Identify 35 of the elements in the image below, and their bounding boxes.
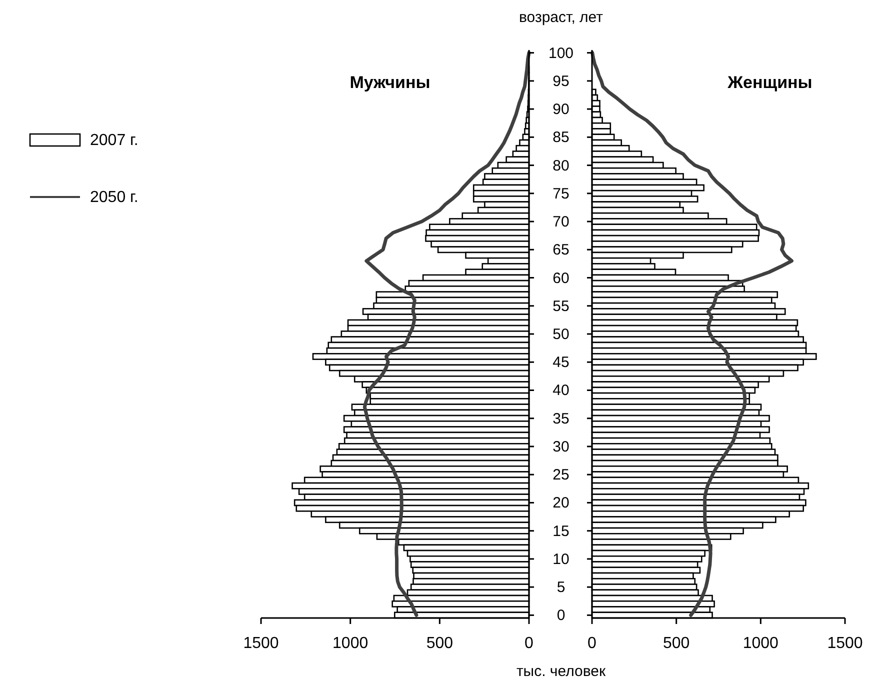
x-tick-label: 1000	[742, 635, 779, 652]
y-tick-label: 100	[548, 44, 574, 62]
y-tick-label: 15	[552, 522, 570, 540]
y-tick-label: 50	[552, 326, 570, 343]
y-axis-title: возраст, лет	[518, 9, 604, 26]
x-tick-label: 1500	[827, 635, 863, 652]
y-tick-label: 85	[552, 129, 570, 146]
text: Мужчины	[350, 73, 430, 92]
y-tick-label: 0	[556, 607, 566, 624]
x-tick-label: 0	[588, 635, 597, 652]
y-tick-label: 70	[552, 214, 570, 231]
x-axis-title: тыс. человек	[516, 663, 606, 680]
legend-label: 2050 г.	[90, 189, 138, 206]
y-tick-label: 90	[552, 101, 570, 118]
text: Женщины	[726, 73, 812, 92]
x-tick-label: 1000	[332, 635, 368, 652]
legend-label: 2007 г.	[90, 132, 138, 149]
y-tick-label: 40	[552, 382, 570, 400]
y-tick-label: 35	[552, 410, 570, 428]
y-tick-label: 10	[552, 550, 570, 568]
y-tick-label: 55	[552, 298, 570, 315]
y-tick-label: 60	[552, 270, 570, 287]
y-tick-label: 95	[552, 72, 570, 90]
x-tick-label: 0	[524, 635, 534, 652]
y-tick-label: 25	[552, 466, 570, 484]
y-tick-label: 75	[552, 185, 570, 202]
y-tick-label: 30	[552, 438, 570, 456]
y-tick-label: 65	[552, 242, 570, 259]
y-tick-label: 5	[556, 579, 566, 596]
x-tick-label: 1500	[243, 635, 279, 652]
x-tick-label: 500	[426, 635, 454, 652]
y-tick-label: 20	[552, 494, 570, 512]
y-tick-label: 45	[552, 354, 570, 372]
y-tick-label: 80	[552, 157, 570, 174]
x-tick-label: 500	[662, 635, 690, 652]
